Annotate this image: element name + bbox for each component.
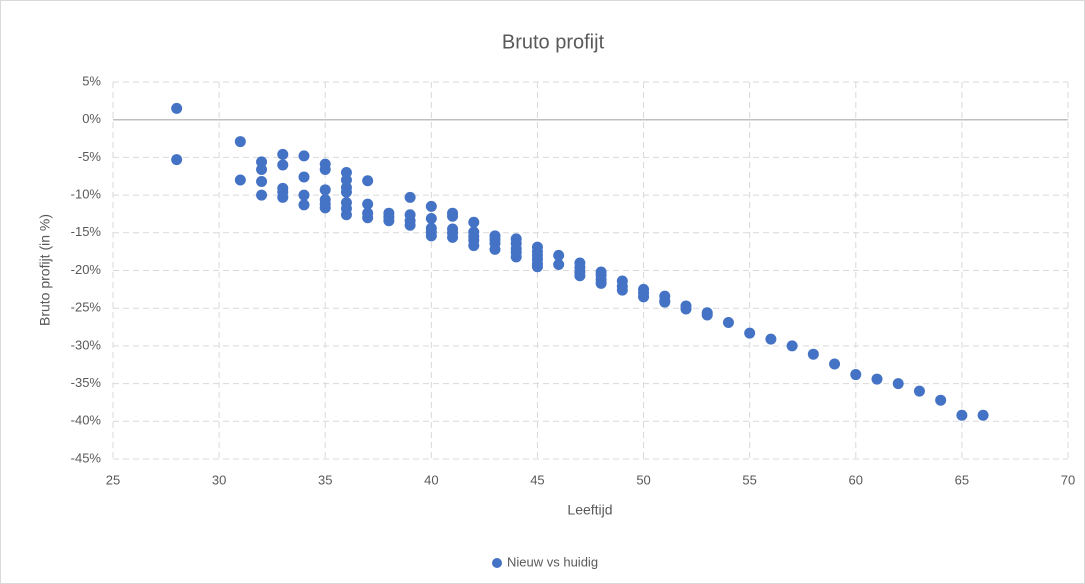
point <box>340 174 352 186</box>
x-axis-label: Leeftijd <box>567 502 612 518</box>
y-tick-label: -20% <box>71 262 102 277</box>
point <box>256 176 268 188</box>
point <box>913 385 925 397</box>
x-tick-label: 70 <box>1061 472 1075 487</box>
point <box>277 191 289 203</box>
point <box>489 243 501 255</box>
point <box>595 277 607 289</box>
point <box>468 240 480 252</box>
point <box>786 340 798 352</box>
y-tick-label: -5% <box>78 149 102 164</box>
point <box>277 159 289 171</box>
point <box>234 174 246 186</box>
point <box>531 261 543 273</box>
point <box>362 212 374 224</box>
y-tick-label: -25% <box>71 300 102 315</box>
point <box>829 358 841 370</box>
point <box>659 296 671 308</box>
point <box>447 210 459 222</box>
x-tick-label: 60 <box>849 472 863 487</box>
point <box>850 369 862 381</box>
point <box>171 154 183 166</box>
point <box>404 219 416 231</box>
point <box>362 175 374 187</box>
point <box>234 136 246 148</box>
y-tick-label: 0% <box>82 111 101 126</box>
point <box>468 216 480 228</box>
point <box>977 409 989 421</box>
y-tick-label: 5% <box>82 73 101 88</box>
point <box>638 291 650 303</box>
point <box>171 102 183 114</box>
point <box>256 189 268 201</box>
point <box>425 212 437 224</box>
point <box>298 199 310 211</box>
point <box>553 249 565 261</box>
y-tick-label: -30% <box>71 337 102 352</box>
point <box>616 284 628 296</box>
y-tick-label: -35% <box>71 375 102 390</box>
point <box>256 163 268 175</box>
point <box>362 198 374 210</box>
x-tick-label: 45 <box>530 472 544 487</box>
legend-marker <box>492 558 502 568</box>
point <box>871 373 883 385</box>
x-tick-label: 40 <box>424 472 438 487</box>
point <box>892 378 904 390</box>
point <box>765 333 777 345</box>
point <box>701 309 713 321</box>
point <box>319 202 331 214</box>
point <box>340 209 352 221</box>
y-tick-label: -15% <box>71 224 102 239</box>
point <box>935 394 947 406</box>
point <box>425 200 437 212</box>
point <box>340 166 352 178</box>
point <box>277 148 289 160</box>
point <box>383 215 395 227</box>
point <box>744 327 756 339</box>
chart-title: Bruto profijt <box>502 31 605 53</box>
point <box>722 317 734 329</box>
point <box>319 184 331 196</box>
point <box>574 270 586 282</box>
x-tick-label: 30 <box>212 472 226 487</box>
x-tick-label: 65 <box>955 472 969 487</box>
legend-label: Nieuw vs huidig <box>507 554 598 569</box>
point <box>447 231 459 243</box>
point <box>298 150 310 162</box>
x-tick-label: 35 <box>318 472 332 487</box>
x-tick-label: 25 <box>106 472 120 487</box>
point <box>680 303 692 315</box>
point <box>319 163 331 175</box>
point <box>425 230 437 242</box>
y-tick-label: -40% <box>71 413 102 428</box>
y-tick-label: -10% <box>71 187 102 202</box>
point <box>553 258 565 270</box>
y-axis-label: Bruto profijt (in %) <box>37 214 53 326</box>
point <box>807 348 819 360</box>
y-tick-label: -45% <box>71 450 102 465</box>
point <box>298 189 310 201</box>
x-tick-label: 50 <box>636 472 650 487</box>
point <box>256 156 268 168</box>
point <box>340 186 352 198</box>
point <box>510 251 522 263</box>
point <box>298 171 310 183</box>
point <box>956 409 968 421</box>
x-tick-label: 55 <box>742 472 756 487</box>
point <box>404 191 416 203</box>
